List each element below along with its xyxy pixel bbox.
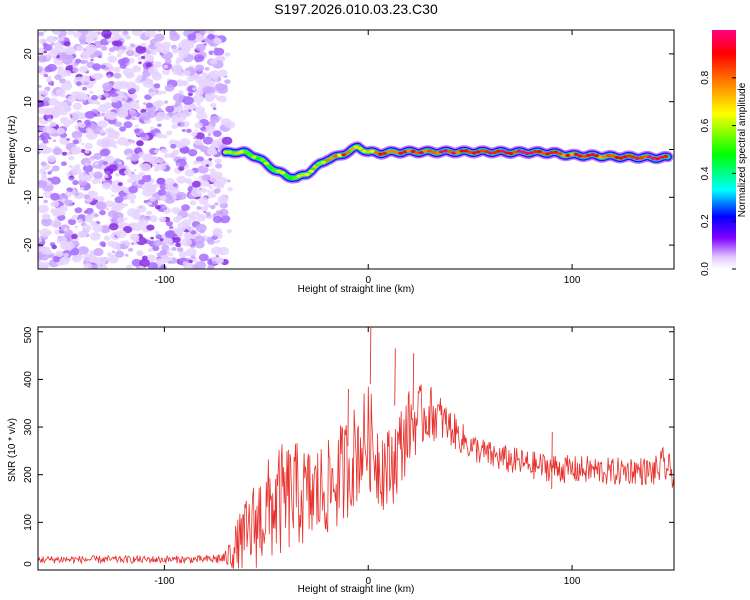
y-tick-label: 400: [23, 371, 34, 388]
snr-peak: [551, 431, 553, 490]
x-tick-label: 0: [365, 275, 371, 286]
y-tick-label: 0: [23, 561, 34, 567]
snr-x-label: Height of straight line (km): [298, 584, 415, 595]
y-tick-label: 500: [23, 326, 34, 343]
snr-ticks: -100 0 100 0 100 200 300 400 500: [23, 326, 674, 587]
colorbar-tick-label: 0.6: [700, 118, 711, 132]
y-tick-label: 300: [23, 418, 34, 435]
x-tick-label: 100: [564, 576, 581, 587]
y-tick-label: 10: [23, 96, 34, 108]
ridge: [220, 141, 674, 184]
y-tick-label: 20: [23, 48, 34, 60]
snr-y-label: SNR (10 * v/v): [7, 418, 18, 482]
snr-peak: [394, 348, 396, 406]
y-tick-label: 200: [23, 466, 34, 483]
y-tick-label: -10: [23, 190, 34, 205]
x-tick-label: -100: [154, 275, 174, 286]
snr-frame: [37, 326, 675, 571]
snr-peak: [412, 353, 415, 411]
noise-cloud: [38, 30, 236, 269]
colorbar-tick-label: 0.8: [700, 70, 711, 84]
y-tick-label: 100: [23, 514, 34, 531]
figure-title: S197.2026.010.03.23.C30: [274, 1, 438, 17]
colorbar-tick-label: 0.4: [700, 166, 711, 180]
spectrogram-x-label: Height of straight line (km): [298, 284, 415, 295]
y-tick-label: -20: [23, 237, 34, 252]
snr-panel: -100 0 100 0 100 200 300 400 500 Height of strai…: [7, 326, 675, 595]
colorbar-gradient: [712, 30, 736, 269]
colorbar-label: Normalized spectral amplitude: [737, 82, 748, 217]
y-tick-label: 0: [23, 146, 34, 152]
colorbar-tick-label: 0.2: [700, 214, 711, 228]
snr-series-line: [38, 384, 674, 569]
spectrogram-y-label: Frequency (Hz): [7, 116, 18, 185]
x-tick-label: 0: [365, 576, 371, 587]
colorbar-tick-label: 0.0: [700, 262, 711, 276]
x-tick-label: -100: [154, 576, 174, 587]
snr-peak: [347, 388, 349, 447]
colorbar: 0.0 0.2 0.4 0.6 0.8 Normalized spectral ampl…: [700, 30, 748, 276]
snr-peak: [369, 327, 372, 385]
x-tick-label: 100: [564, 275, 581, 286]
colorbar-ticks: 0.0 0.2 0.4 0.6 0.8: [700, 70, 736, 276]
